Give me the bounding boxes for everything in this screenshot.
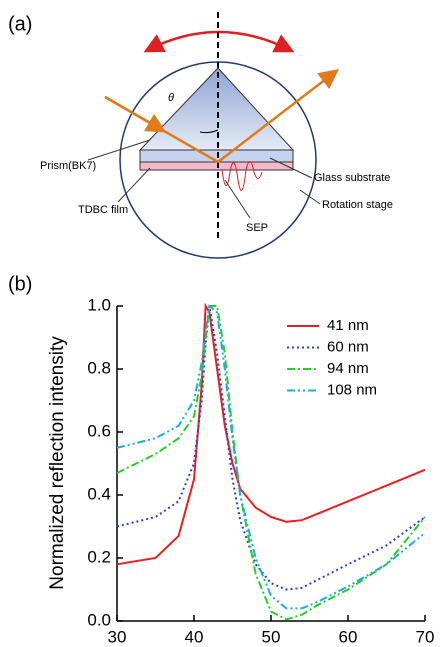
series-line <box>116 305 426 621</box>
legend-label: 41 nm <box>327 317 369 334</box>
tdbc-label: TDBC film <box>78 204 128 216</box>
panel-label: (a) <box>8 13 32 35</box>
series-line <box>116 305 426 591</box>
sep-wave <box>221 161 263 191</box>
reflected-beam <box>217 68 339 163</box>
sep-label: SEP <box>246 222 268 234</box>
theta-label: θ <box>168 92 174 104</box>
series-line <box>116 304 426 610</box>
leader <box>269 157 313 179</box>
series-line <box>116 302 426 566</box>
y-tick-label: 0.0 <box>87 610 111 629</box>
x-tick-label: 60 <box>339 627 358 646</box>
tdbc-film <box>139 161 294 171</box>
x-tick-label: 40 <box>185 627 204 646</box>
x-tick-label: 70 <box>416 627 435 646</box>
leader <box>299 189 321 205</box>
glass-label: Glass substrate <box>314 172 390 184</box>
angle-arc <box>199 129 219 134</box>
incident-arrow <box>104 95 167 133</box>
x-tick-label: 30 <box>108 627 127 646</box>
prism <box>138 67 295 151</box>
y-tick-label: 0.6 <box>87 421 111 440</box>
leader <box>224 179 251 219</box>
x-tick-label: 50 <box>262 627 281 646</box>
plot-area: 0.0 0.2 0.4 0.6 0.8 1.0 30 40 50 60 70 41 nm 60 nm 94… <box>87 295 434 646</box>
legend-label: 108 nm <box>327 381 377 398</box>
rotation-label: Rotation stage <box>322 199 393 211</box>
panel-label: (b) <box>8 273 32 295</box>
prism-label: Prism(BK7) <box>40 160 96 172</box>
y-axis-label: Normalized reflection intensity <box>47 336 68 590</box>
y-tick-label: 0.8 <box>87 358 111 377</box>
legend-label: 94 nm <box>327 360 369 377</box>
leader <box>87 139 151 161</box>
legend-label: 60 nm <box>327 338 369 355</box>
leader <box>117 167 151 203</box>
y-tick-label: 0.4 <box>87 484 111 503</box>
y-tick-label: 0.2 <box>87 547 111 566</box>
y-tick-label: 1.0 <box>87 295 111 314</box>
